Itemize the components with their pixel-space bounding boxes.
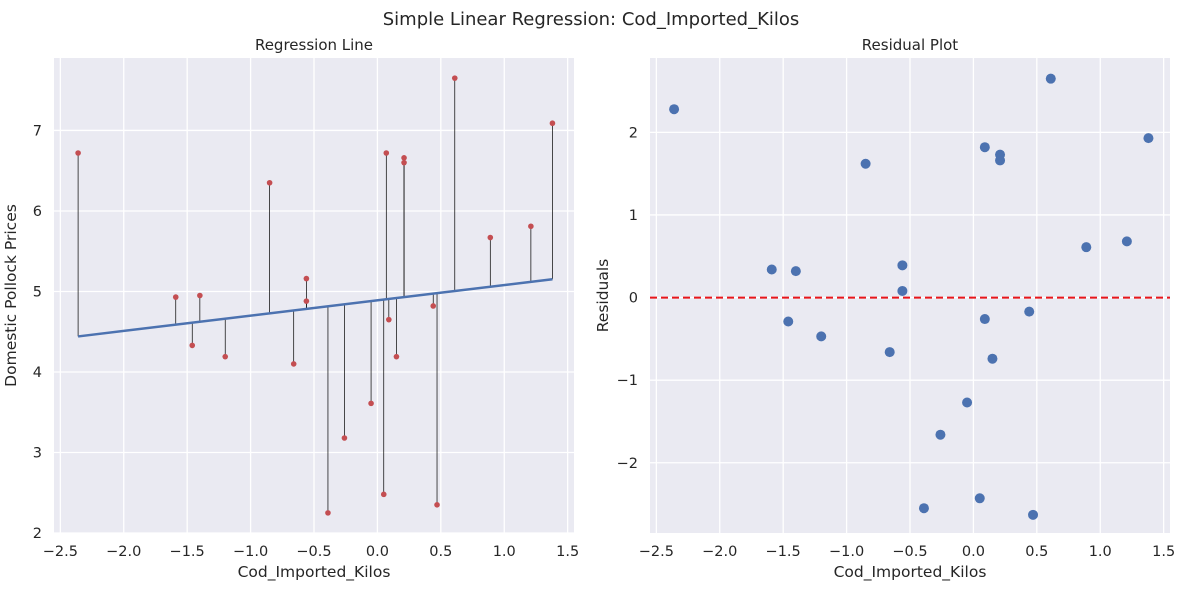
observed-point bbox=[451, 75, 458, 81]
x-tick-label: −1.0 bbox=[829, 544, 864, 560]
panel-title: Residual Plot bbox=[862, 36, 959, 54]
residual-point bbox=[884, 347, 895, 358]
observed-point bbox=[172, 294, 179, 300]
observed-point bbox=[380, 491, 387, 498]
panel-residual: −2.5 −2.0 −1.5 −1.0 −0.5 0.0 0.5 1.0 1.5 −2 −1 0 1 2 R… bbox=[594, 36, 1175, 582]
x-tick-label: −2.0 bbox=[106, 544, 141, 560]
residual-point bbox=[1045, 73, 1056, 84]
y-tick-label: 7 bbox=[33, 123, 42, 139]
observed-point bbox=[430, 303, 437, 309]
observed-point bbox=[383, 150, 390, 156]
residual-point bbox=[669, 104, 680, 115]
observed-point bbox=[75, 150, 81, 156]
residual-point bbox=[1028, 509, 1039, 520]
y-tick-label: 0 bbox=[629, 291, 638, 307]
regression-line bbox=[77, 277, 553, 338]
observed-point bbox=[368, 400, 374, 407]
observed-point bbox=[189, 342, 196, 349]
observed-point bbox=[303, 298, 310, 304]
figure-title: Simple Linear Regression: Cod_Imported_K… bbox=[383, 9, 800, 30]
observed-point bbox=[222, 353, 229, 360]
residual-point bbox=[1143, 133, 1154, 144]
y-axis-label: Domestic Pollock Prices bbox=[2, 204, 20, 387]
x-tick-label: 1.5 bbox=[556, 544, 579, 560]
x-tick-label: −0.5 bbox=[892, 544, 927, 560]
x-tick-label: 0.5 bbox=[429, 544, 452, 560]
residual-point bbox=[897, 260, 908, 271]
residual-point bbox=[974, 493, 985, 504]
residual-point bbox=[1121, 236, 1132, 247]
observed-point bbox=[303, 275, 310, 282]
panel-title: Regression Line bbox=[255, 36, 373, 54]
observed-point bbox=[487, 234, 494, 241]
x-tick-label: 1.0 bbox=[493, 544, 516, 560]
residual-point bbox=[790, 266, 801, 277]
x-tick-label: 1.5 bbox=[1152, 544, 1175, 560]
observed-point bbox=[197, 292, 203, 299]
residual-point bbox=[766, 264, 777, 275]
residual-point bbox=[979, 142, 990, 153]
x-tick-label: −1.0 bbox=[233, 544, 268, 560]
y-tick-label: −1 bbox=[617, 373, 638, 389]
observed-point bbox=[386, 316, 392, 323]
x-tick-label: −0.5 bbox=[296, 544, 331, 560]
residual-point bbox=[897, 285, 908, 296]
x-axis-label: Cod_Imported_Kilos bbox=[834, 563, 987, 582]
x-tick-label: −1.5 bbox=[170, 544, 205, 560]
y-tick-label: 6 bbox=[33, 204, 42, 220]
observed-point bbox=[549, 120, 556, 127]
y-tick-label: 2 bbox=[33, 526, 42, 542]
y-tick-label: 5 bbox=[33, 284, 42, 300]
observed-point bbox=[341, 435, 348, 441]
observed-point bbox=[528, 223, 534, 230]
residual-point bbox=[1024, 306, 1035, 317]
observed-point bbox=[393, 353, 400, 360]
y-tick-label: 2 bbox=[629, 125, 638, 141]
y-tick-label: 1 bbox=[629, 208, 638, 224]
x-tick-label: 0.5 bbox=[1025, 544, 1048, 560]
x-tick-label: −2.5 bbox=[639, 544, 674, 560]
residual-point bbox=[935, 429, 946, 440]
residual-point bbox=[979, 314, 990, 325]
x-axis-label: Cod_Imported_Kilos bbox=[238, 563, 391, 582]
x-tick-label: 0.0 bbox=[962, 544, 985, 560]
residual-point bbox=[918, 503, 929, 514]
x-tick-label: −2.5 bbox=[43, 544, 78, 560]
x-tick-label: −2.0 bbox=[702, 544, 737, 560]
x-tick-label: 1.0 bbox=[1089, 544, 1112, 560]
residual-point bbox=[1081, 242, 1092, 253]
observed-point bbox=[290, 361, 297, 367]
y-tick-label: 4 bbox=[33, 365, 42, 381]
observed-point bbox=[266, 179, 273, 186]
residual-point bbox=[962, 397, 973, 408]
y-tick-label: −2 bbox=[617, 456, 638, 472]
residual-point bbox=[816, 331, 827, 342]
observed-point bbox=[325, 510, 331, 516]
observed-point bbox=[434, 502, 440, 508]
residual-point bbox=[860, 158, 871, 169]
observed-point bbox=[401, 159, 407, 166]
observed-point bbox=[401, 155, 407, 161]
x-tick-label: 0.0 bbox=[366, 544, 389, 560]
y-axis-label: Residuals bbox=[594, 259, 612, 333]
panel-regression: −2.5 −2.0 −1.5 −1.0 −0.5 0.0 0.5 1.0 1.5 2 3 4 5 6 7 Re… bbox=[2, 36, 579, 582]
residual-point bbox=[783, 316, 794, 327]
x-tick-label: −1.5 bbox=[766, 544, 801, 560]
residual-point bbox=[995, 155, 1006, 166]
residual-point bbox=[987, 353, 998, 364]
y-tick-label: 3 bbox=[33, 445, 42, 461]
